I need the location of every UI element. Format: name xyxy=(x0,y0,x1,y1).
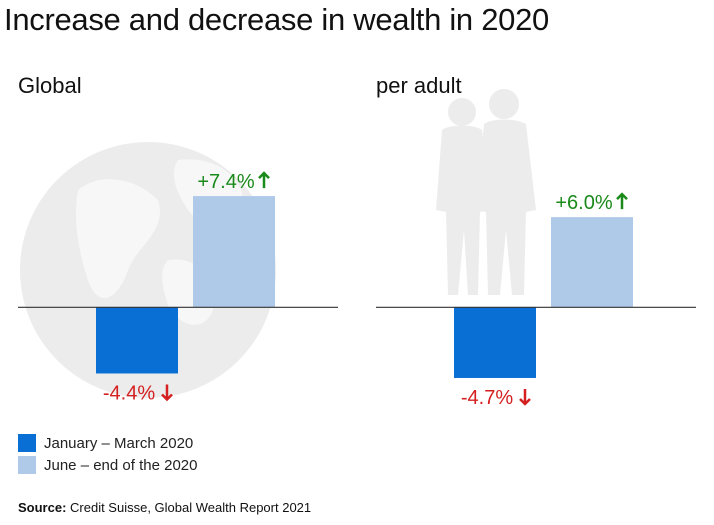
legend-swatch-jun-end xyxy=(18,456,36,474)
panel-title-per-adult: per adult xyxy=(376,73,462,98)
arrow-down-icon xyxy=(519,388,531,406)
bar-jun-end xyxy=(551,217,633,308)
panel-global: -4.4% +7.4% Global xyxy=(18,70,358,420)
legend-label-jan-mar: January – March 2020 xyxy=(44,434,194,452)
bar-jan-mar xyxy=(96,307,178,374)
arrow-up-icon xyxy=(258,171,270,189)
bar-jun-end xyxy=(193,196,275,308)
chart-title: Increase and decrease in wealth in 2020 xyxy=(4,2,549,37)
source-note: Source: Credit Suisse, Global Wealth Rep… xyxy=(18,500,311,515)
data-label-jun-end: +7.4% xyxy=(197,171,254,193)
couple-silhouette-icon xyxy=(436,89,536,295)
chart-global: -4.4% +7.4% xyxy=(18,142,338,404)
panel-title-global: Global xyxy=(18,73,82,98)
chart-per-adult: -4.7% +6.0% xyxy=(376,89,696,409)
panel-per-adult: -4.7% +6.0% per adult xyxy=(376,70,714,420)
arrow-down-icon xyxy=(161,384,173,402)
bars-global: -4.4% +7.4% xyxy=(18,171,338,404)
arrow-up-icon xyxy=(616,192,628,210)
legend-item-jun-end: June – end of the 2020 xyxy=(18,454,197,476)
bars-per-adult: -4.7% +6.0% xyxy=(376,192,696,409)
data-label-jan-mar: -4.4% xyxy=(103,382,155,404)
legend: January – March 2020 June – end of the 2… xyxy=(18,432,197,476)
legend-item-jan-mar: January – March 2020 xyxy=(18,432,197,454)
data-label-jan-mar: -4.7% xyxy=(461,387,513,409)
data-label-jun-end: +6.0% xyxy=(555,192,612,214)
legend-label-jun-end: June – end of the 2020 xyxy=(44,456,198,474)
bar-jan-mar xyxy=(454,307,536,378)
source-label: Source: xyxy=(18,500,67,515)
source-text: Credit Suisse, Global Wealth Report 2021 xyxy=(66,500,312,515)
legend-swatch-jan-mar xyxy=(18,434,36,452)
